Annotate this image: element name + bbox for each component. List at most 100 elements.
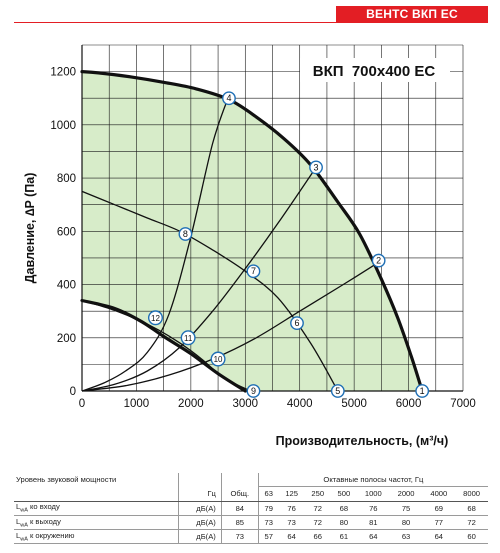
sound-row-unit: дБ(А) [178,501,222,516]
operating-point-marker [330,384,345,398]
sound-value: 66 [304,529,331,545]
operating-point-label: 9 [251,386,256,396]
sound-value: 69 [422,501,456,516]
operating-point-label: 11 [184,334,193,343]
x-tick-label: 4000 [287,398,313,410]
operating-point-label: 5 [335,386,340,396]
operating-point-10: 10 [210,351,226,367]
sound-value: 64 [278,529,305,545]
operating-point-9: 9 [246,384,261,398]
x-tick-label: 0 [79,398,85,410]
y-tick-label: 0 [70,386,76,398]
operating-point-label: 1 [420,386,425,396]
band-label: 500 [330,486,357,502]
sound-value: 60 [455,529,488,545]
operating-point-marker [178,227,193,241]
sound-row-label: LwA к окружению [14,529,179,545]
band-label: 4000 [422,486,456,502]
operating-point-7: 7 [246,264,261,279]
band-label: 125 [278,486,305,502]
operating-point-5: 5 [330,384,345,398]
operating-point-label: 8 [183,229,188,239]
brand-rule [14,22,488,23]
operating-point-marker [222,91,236,106]
sound-value: 81 [356,515,390,531]
sound-row-label: LwA ко входу [14,501,179,516]
x-tick-label: 5000 [341,398,367,410]
brand-banner: ВЕНТС ВКП ЕС [336,6,488,23]
operating-point-marker [415,384,430,398]
series-max-curve [80,70,424,393]
sound-value: 63 [389,529,423,545]
sound-value: 73 [258,515,279,531]
chart-title-box [300,58,450,82]
operating-point-label: 4 [226,93,231,103]
operating-point-4: 4 [222,91,236,106]
y-tick-label: 400 [57,280,76,292]
x-tick-label: 3000 [232,398,258,410]
band-label: 250 [304,486,331,502]
operating-point-label: 3 [314,162,319,172]
sound-value: 57 [258,529,279,545]
operating-point-11: 11 [180,330,196,346]
operating-point-12: 12 [147,310,163,326]
series-duct-line-1 [81,167,317,392]
sound-row: LwA к выходу дБ(А) 85 73 73 72 80 81 80 77 72 [14,515,488,531]
operating-point-label: 2 [376,256,381,266]
total-header: Общ. [221,486,259,502]
operating-point-8: 8 [178,227,193,241]
sound-value: 61 [330,529,357,545]
band-header: Октавные полосы частот, Гц [258,473,488,488]
sound-row: LwA к окружению дБ(А) 73 57 64 66 61 64 63 64 60 [14,529,488,545]
operating-point-6: 6 [290,316,304,331]
sound-row-unit: дБ(А) [178,529,222,545]
sound-row-label: LwA к выходу [14,515,179,531]
operating-point-marker [147,310,163,326]
operating-point-label: 7 [251,266,256,276]
sound-row-total: 84 [221,501,259,516]
sound-value: 80 [330,515,357,531]
y-tick-label: 800 [57,173,76,185]
operating-point-label: 10 [214,355,223,364]
sound-table-title: Уровень звуковой мощности [14,473,179,487]
x-tick-label: 6000 [396,398,422,410]
operating-point-marker [246,384,261,398]
sound-value: 72 [304,501,331,516]
x-tick-label: 1000 [124,398,150,410]
sound-value: 68 [330,501,357,516]
operating-point-label: 6 [294,318,299,328]
y-tick-label: 1000 [50,120,76,132]
sound-power-table: Уровень звуковой мощности Октавные полос… [14,473,488,545]
operating-point-marker [246,264,261,279]
x-tick-label: 2000 [178,398,204,410]
series-min-curve [80,298,247,393]
sound-value: 64 [356,529,390,545]
sound-value: 76 [278,501,305,516]
sound-value: 72 [304,515,331,531]
sound-value: 64 [422,529,456,545]
series-duct-line-2 [81,260,382,392]
sound-value: 79 [258,501,279,516]
operating-point-marker [210,351,226,367]
band-label: 63 [258,486,279,502]
operating-point-3: 3 [309,160,323,175]
sound-value: 75 [389,501,423,516]
y-tick-label: 600 [57,226,76,238]
band-label: 2000 [389,486,423,502]
x-axis-label: Производительность, (м³/ч) [276,434,449,448]
sound-value: 77 [422,515,456,531]
operating-point-marker [371,253,386,268]
operating-point-1: 1 [415,384,430,398]
operating-point-label: 12 [151,314,160,323]
sound-value: 76 [356,501,390,516]
series-speed-line-3 [81,190,339,392]
y-tick-label: 1200 [50,67,76,79]
operating-point-marker [290,316,304,331]
band-label: 1000 [356,486,390,502]
operating-point-marker [309,160,323,175]
sound-row-unit: дБ(А) [178,515,222,531]
band-label: 8000 [455,486,488,502]
unit-header: Гц [178,486,222,502]
x-tick-label: 7000 [450,398,476,410]
